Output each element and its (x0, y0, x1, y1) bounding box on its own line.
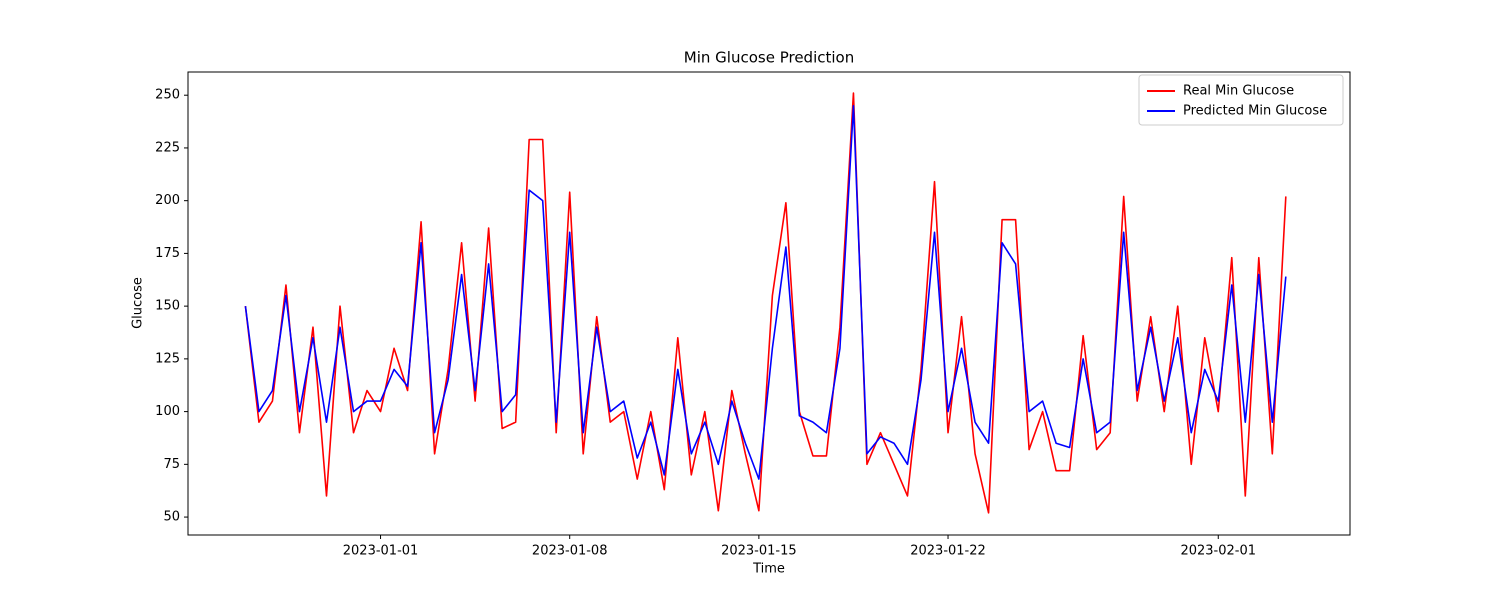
x-tick-label: 2023-01-08 (532, 544, 608, 559)
legend-label: Real Min Glucose (1183, 84, 1294, 99)
chart-title: Min Glucose Prediction (684, 49, 854, 67)
y-tick-label: 250 (155, 88, 180, 103)
y-tick-label: 125 (155, 351, 180, 366)
legend-label: Predicted Min Glucose (1183, 104, 1327, 119)
x-tick-label: 2023-01-01 (343, 544, 419, 559)
y-tick-label: 175 (155, 246, 180, 261)
y-tick-label: 50 (163, 510, 180, 525)
y-axis-label: Glucose (131, 277, 146, 329)
x-tick-label: 2023-01-15 (721, 544, 797, 559)
series-line (244, 104, 1287, 480)
x-tick-label: 2023-01-22 (910, 544, 986, 559)
y-tick-label: 150 (155, 299, 180, 314)
legend-box (1138, 74, 1344, 126)
y-tick-label: 75 (163, 457, 180, 472)
y-tick-label: 225 (155, 140, 180, 155)
y-tick-label: 100 (155, 404, 180, 419)
x-axis-label: Time (752, 562, 785, 577)
x-tick-label: 2023-02-01 (1180, 544, 1256, 559)
y-tick-label: 200 (155, 193, 180, 208)
plot-frame (187, 71, 1351, 536)
